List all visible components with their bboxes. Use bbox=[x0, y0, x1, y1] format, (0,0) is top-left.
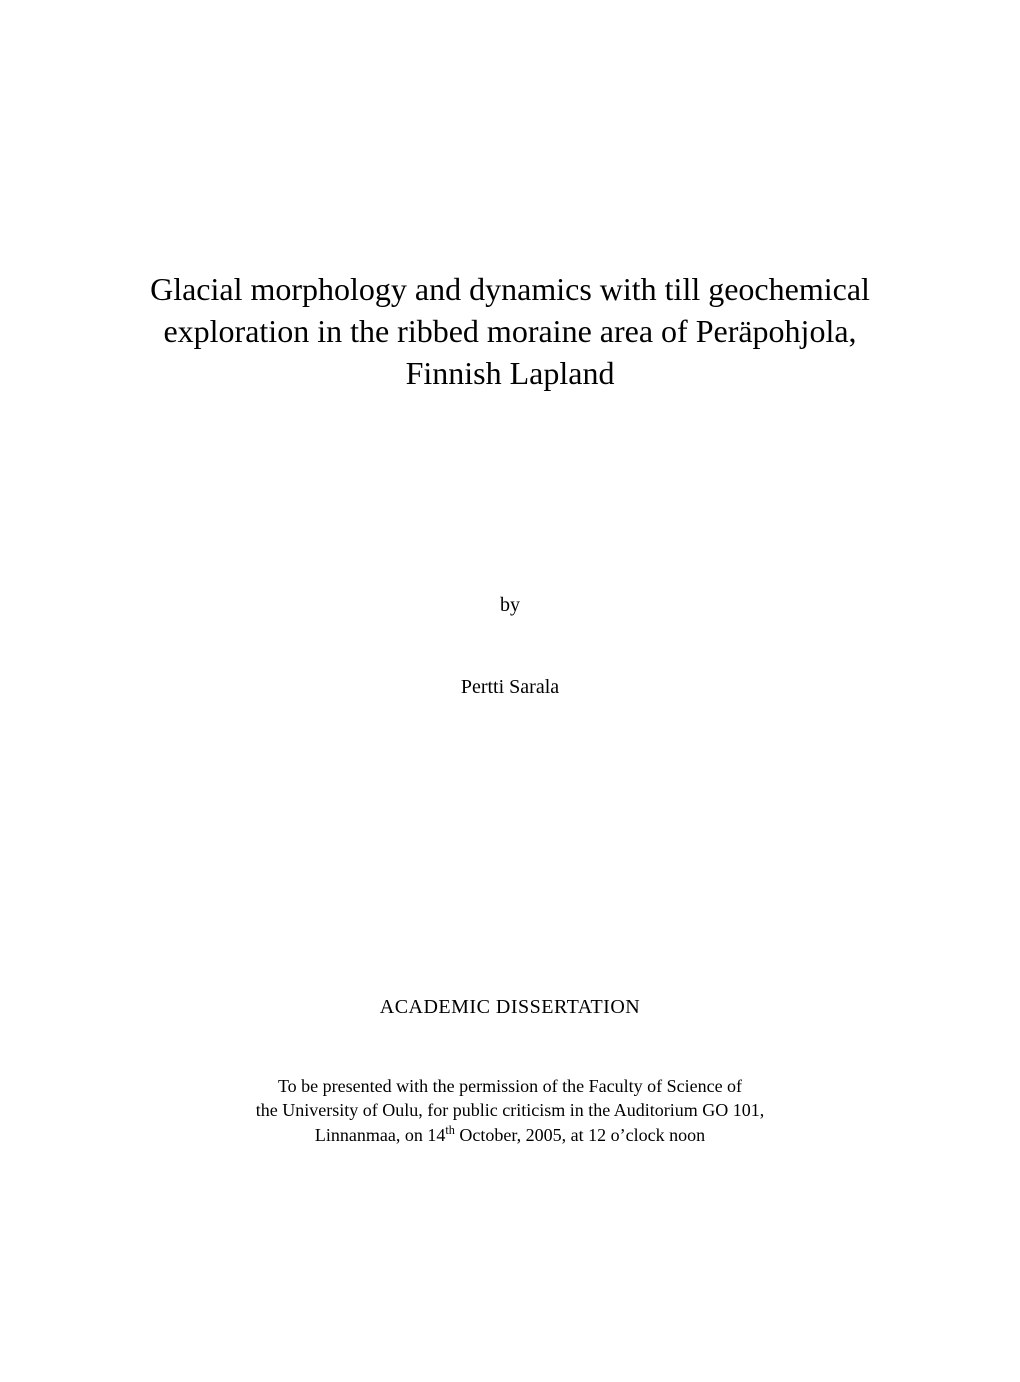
title-line-1: Glacial morphology and dynamics with til… bbox=[0, 268, 1020, 310]
dissertation-title-page: Glacial morphology and dynamics with til… bbox=[0, 0, 1020, 1382]
title-line-2: exploration in the ribbed moraine area o… bbox=[0, 310, 1020, 352]
by-label: by bbox=[0, 594, 1020, 617]
presentation-line-3-suffix: October, 2005, at 12 o’clock noon bbox=[455, 1125, 705, 1145]
academic-dissertation-heading: ACADEMIC DISSERTATION bbox=[0, 996, 1020, 1019]
author-name: Pertti Sarala bbox=[0, 676, 1020, 699]
presentation-line-3-prefix: Linnanmaa, on 14 bbox=[315, 1125, 445, 1145]
presentation-notice: To be presented with the permission of t… bbox=[0, 1074, 1020, 1147]
presentation-line-3: Linnanmaa, on 14th October, 2005, at 12 … bbox=[0, 1123, 1020, 1147]
presentation-line-1: To be presented with the permission of t… bbox=[0, 1074, 1020, 1098]
presentation-line-2: the University of Oulu, for public criti… bbox=[0, 1098, 1020, 1122]
dissertation-title: Glacial morphology and dynamics with til… bbox=[0, 268, 1020, 395]
ordinal-superscript: th bbox=[445, 1123, 455, 1137]
title-line-3: Finnish Lapland bbox=[0, 352, 1020, 394]
